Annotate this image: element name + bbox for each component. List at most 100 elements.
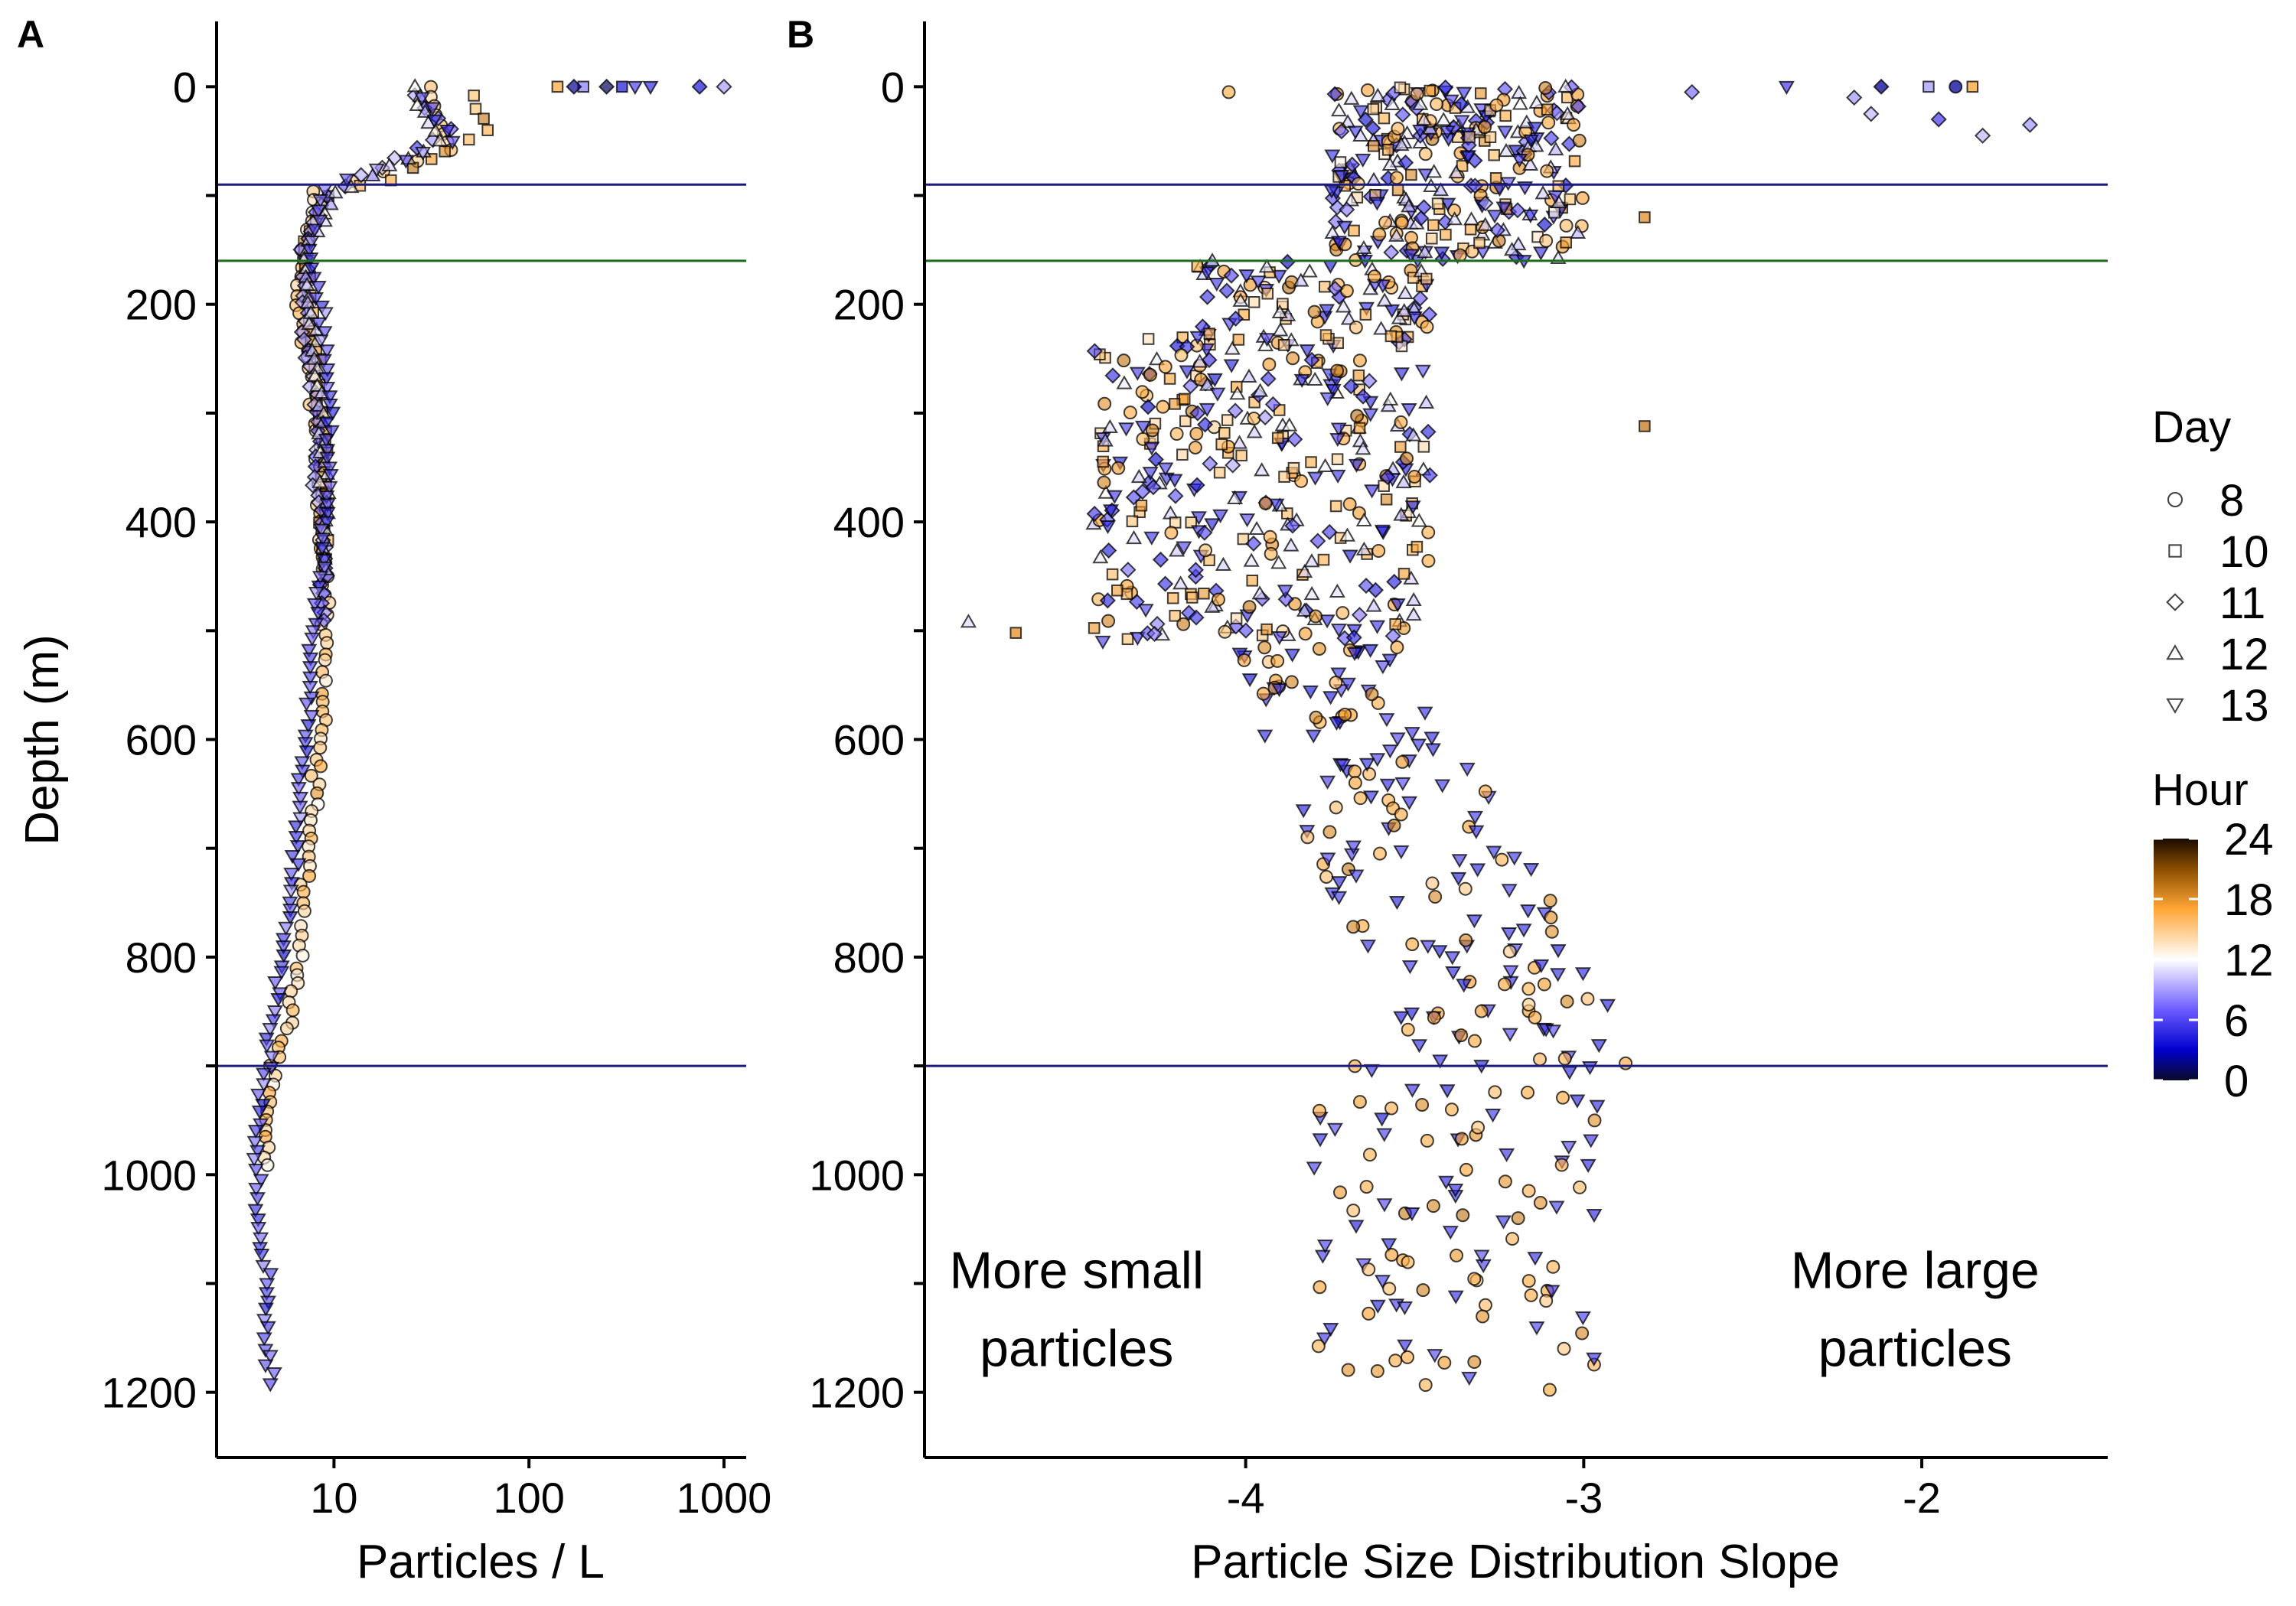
panel-b-point xyxy=(1384,96,1401,110)
panel-b-point xyxy=(1319,392,1336,406)
panel-a-point xyxy=(303,262,320,277)
panel-b-point xyxy=(1126,529,1143,545)
panel-b-point xyxy=(1211,592,1225,607)
annotation-text: particles xyxy=(1818,1320,2012,1378)
panel-b-point xyxy=(1145,423,1159,438)
panel-b-point xyxy=(1135,499,1148,512)
panel-b-point xyxy=(1379,468,1396,486)
panel-b-point xyxy=(1349,320,1363,334)
panel-b-point xyxy=(1365,687,1379,702)
panel-b-point xyxy=(1189,405,1206,422)
panel-b-point xyxy=(1404,1007,1420,1021)
panel-a-point xyxy=(318,490,335,505)
panel-b-point xyxy=(1097,396,1112,411)
panel-b-point xyxy=(1573,1180,1587,1194)
panel-a-point xyxy=(319,381,336,396)
panel-b-point xyxy=(1088,622,1101,634)
panel-b-point xyxy=(1467,1355,1482,1370)
colorbar-tick-label: 0 xyxy=(2224,1057,2249,1106)
panel-b-point xyxy=(1319,280,1331,293)
panel-b-point xyxy=(1189,477,1205,494)
panel-b-point xyxy=(1264,546,1278,561)
panel-b-point xyxy=(1221,85,1236,99)
panel-b-point xyxy=(1241,673,1258,688)
panel-a-point xyxy=(301,243,318,258)
panel-b-point xyxy=(1097,475,1111,490)
panel-b-point xyxy=(1352,369,1365,382)
panel-a-point xyxy=(415,146,432,161)
panel-b-point xyxy=(1314,1249,1331,1264)
panel-b-point xyxy=(1521,1274,1536,1288)
panel-b-point xyxy=(1930,111,1947,128)
panel-a-point xyxy=(302,652,319,667)
panel-a-point xyxy=(318,434,334,448)
panel-b-point xyxy=(1467,1034,1482,1048)
panel-b-point xyxy=(1263,529,1277,544)
panel-b-point xyxy=(1393,136,1410,151)
panel-b-point xyxy=(1319,614,1336,629)
y-tick-label: 1000 xyxy=(809,1151,905,1199)
panel-a-point xyxy=(260,1158,275,1172)
panel-b-point xyxy=(1303,553,1320,568)
panel-b-point xyxy=(1303,585,1320,601)
panel-b-point xyxy=(1586,1352,1603,1367)
panel-b-point xyxy=(1367,269,1381,284)
panel-b-point xyxy=(1378,112,1391,125)
panel-b-point xyxy=(1169,610,1182,622)
panel-b-point xyxy=(1137,604,1154,618)
panel-b-point xyxy=(1365,171,1382,186)
panel-b-point xyxy=(1437,1355,1452,1370)
panel-b-point xyxy=(1329,500,1342,513)
panel-b-point xyxy=(1218,624,1232,639)
panel-a-point xyxy=(295,948,310,963)
panel-b-point xyxy=(1339,677,1357,692)
panel-b-point xyxy=(1418,1378,1433,1393)
panel-b-point xyxy=(1250,275,1267,290)
panel-b-point xyxy=(1459,762,1476,777)
panel-b-point xyxy=(1474,1004,1489,1018)
panel-a-point xyxy=(321,399,338,413)
panel-b-point xyxy=(1454,1132,1469,1146)
panel-b-point xyxy=(1169,542,1186,557)
panel-a-point xyxy=(282,896,298,911)
panel-b-point xyxy=(1284,675,1299,689)
panel-b-point xyxy=(1543,894,1557,908)
panel-b-point xyxy=(1401,198,1417,213)
panel-b-point xyxy=(1106,568,1119,581)
panel-b-point xyxy=(1257,640,1272,655)
panel-b-point xyxy=(1346,647,1363,662)
panel-b-point xyxy=(1473,236,1486,249)
y-tick-label: 1200 xyxy=(809,1369,905,1417)
panel-b-point xyxy=(1238,269,1255,284)
panel-b-point xyxy=(1355,153,1371,168)
panel-a-point xyxy=(249,1192,266,1207)
panel-b-point xyxy=(1239,513,1256,528)
panel-b-point xyxy=(1434,779,1451,793)
panel-b-point xyxy=(1330,624,1347,638)
panel-a-point xyxy=(288,830,305,845)
panel-b-point xyxy=(1322,1322,1339,1337)
panel-a-point xyxy=(259,1039,276,1054)
panel-b-point xyxy=(1560,995,1574,1009)
panel-b-point xyxy=(1204,598,1221,613)
panel-b-point xyxy=(1353,422,1366,435)
panel-b-point xyxy=(1208,277,1225,292)
panel-b-point xyxy=(1247,296,1261,308)
panel-b-point xyxy=(1156,575,1174,592)
panel-b-point xyxy=(1421,467,1438,484)
panel-a-point xyxy=(321,461,338,476)
panel-b-point xyxy=(1331,891,1348,905)
panel-b-point xyxy=(1299,344,1316,359)
panel-b-point xyxy=(1375,660,1391,675)
panel-b-point xyxy=(1257,409,1274,426)
panel-b-point xyxy=(1271,631,1288,646)
panel-b-point xyxy=(1340,311,1357,325)
panel-a-point xyxy=(249,1213,266,1228)
panel-b-point xyxy=(1303,351,1320,369)
panel-b-point xyxy=(1321,523,1338,541)
panel-b-point xyxy=(1587,1113,1602,1128)
panel-a-point xyxy=(406,78,423,93)
panel-b-point xyxy=(1286,351,1300,366)
panel-b-point xyxy=(1444,1103,1459,1117)
panel-b-point xyxy=(1466,914,1482,929)
